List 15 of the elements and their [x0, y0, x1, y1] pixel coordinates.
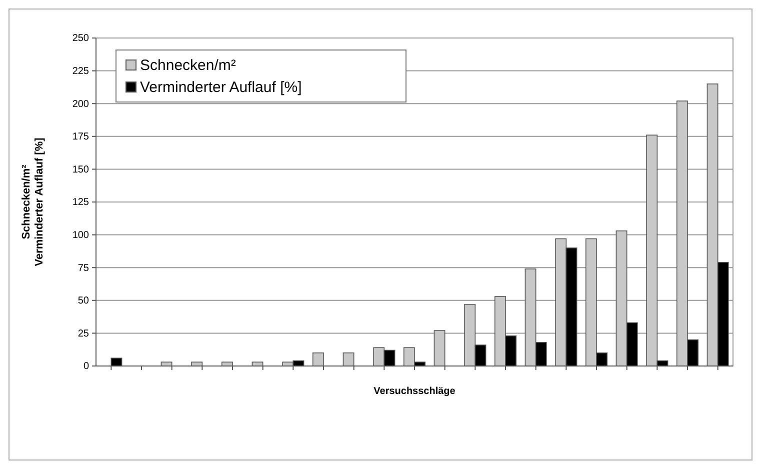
y-tick-label: 75 [78, 262, 90, 274]
y-tick-label: 250 [72, 33, 90, 44]
y-tick-label: 150 [72, 164, 90, 176]
legend-label: Verminderter Auflauf [%] [140, 79, 302, 96]
y-tick-label: 0 [83, 361, 90, 372]
y-tick-label: 125 [72, 197, 90, 208]
y-tick-label: 25 [78, 328, 90, 340]
x-axis-title: Versuchsschläge [374, 386, 456, 397]
y-tick-label: 50 [78, 296, 90, 307]
y-tick-label: 200 [72, 98, 90, 110]
y-tick-label: 100 [72, 230, 90, 241]
y-tick-label: 175 [72, 132, 90, 143]
legend-label: Schnecken/m² [140, 57, 236, 74]
y-tick-label: 225 [72, 66, 90, 77]
y-axis-title: Schnecken/m² Verminderter Auflauf [%] [20, 137, 46, 266]
